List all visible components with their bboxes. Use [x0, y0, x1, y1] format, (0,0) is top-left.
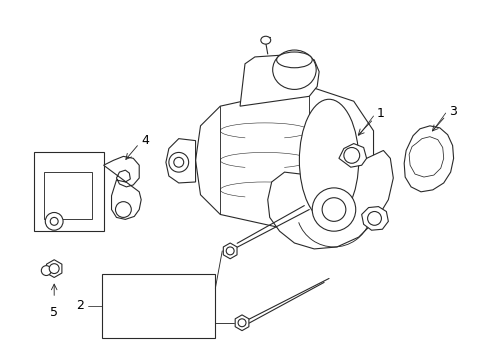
Circle shape [238, 319, 246, 327]
Text: 3: 3 [449, 105, 457, 118]
Ellipse shape [277, 52, 312, 68]
Circle shape [344, 148, 360, 163]
Circle shape [41, 266, 51, 275]
Polygon shape [166, 139, 196, 183]
Polygon shape [103, 156, 141, 219]
Polygon shape [362, 207, 389, 230]
Polygon shape [409, 137, 444, 177]
Polygon shape [240, 54, 319, 106]
Text: 5: 5 [50, 306, 58, 319]
Ellipse shape [299, 99, 359, 221]
Circle shape [368, 212, 381, 225]
Circle shape [226, 247, 234, 255]
Ellipse shape [261, 36, 270, 44]
Circle shape [312, 188, 356, 231]
Polygon shape [404, 126, 454, 192]
Circle shape [116, 202, 131, 217]
Polygon shape [223, 243, 237, 259]
Polygon shape [47, 260, 62, 278]
Bar [101, 274, 215, 338]
Polygon shape [339, 144, 367, 167]
Ellipse shape [272, 50, 316, 89]
Polygon shape [44, 172, 92, 219]
Circle shape [45, 212, 63, 230]
Circle shape [50, 217, 58, 225]
Text: 2: 2 [76, 299, 84, 312]
Polygon shape [235, 315, 249, 330]
Circle shape [174, 157, 184, 167]
Circle shape [322, 198, 346, 221]
Polygon shape [268, 150, 393, 249]
Text: 1: 1 [376, 107, 384, 120]
Circle shape [169, 152, 189, 172]
Polygon shape [34, 152, 103, 231]
Text: 4: 4 [141, 134, 149, 147]
Circle shape [49, 264, 59, 274]
Polygon shape [196, 86, 373, 234]
